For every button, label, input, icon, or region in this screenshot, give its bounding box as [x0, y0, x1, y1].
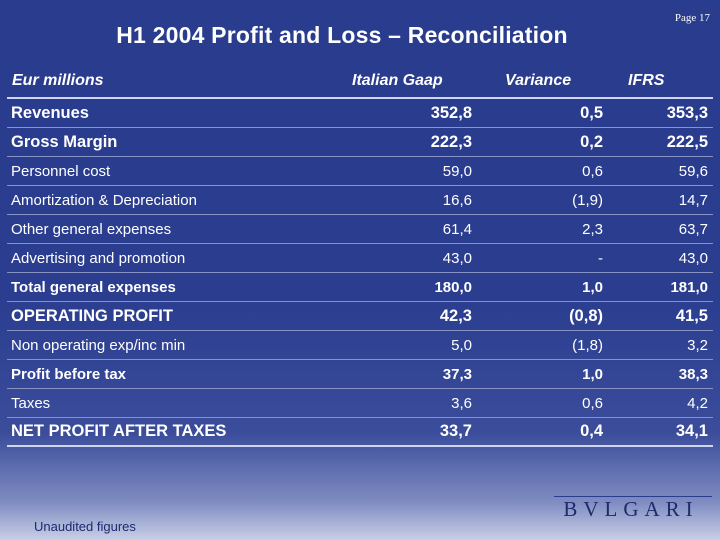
italian-gaap-value: 16,6: [442, 191, 472, 209]
table-row: Amortization & Depreciation 16,6 (1,9) 1…: [7, 186, 713, 215]
row-label: Profit before tax: [11, 365, 127, 383]
italian-gaap-value: 59,0: [442, 162, 472, 180]
ifrs-value: 34,1: [675, 422, 708, 440]
row-label: Other general expenses: [11, 220, 172, 238]
ifrs-value: 353,3: [666, 103, 708, 122]
variance-value: 0,5: [580, 103, 603, 122]
ifrs-value: 4,2: [687, 394, 708, 412]
ifrs-value: 181,0: [670, 278, 708, 296]
variance-value: -: [598, 249, 603, 267]
table-row: Non operating exp/inc min 5,0 (1,8) 3,2: [7, 331, 713, 360]
variance-value: 1,0: [582, 278, 603, 296]
column-header-italian-gaap: Italian Gaap: [352, 72, 443, 89]
italian-gaap-value: 3,6: [451, 394, 472, 412]
reconciliation-table: Revenues 352,8 0,5 353,3 Gross Margin 22…: [7, 97, 713, 447]
variance-value: 0,2: [580, 132, 603, 151]
row-label: Personnel cost: [11, 162, 111, 180]
italian-gaap-value: 352,8: [430, 103, 472, 122]
variance-value: (1,8): [572, 336, 603, 354]
ifrs-value: 41,5: [675, 306, 708, 325]
row-label: Total general expenses: [11, 278, 176, 296]
ifrs-value: 63,7: [678, 220, 708, 238]
table-row: Revenues 352,8 0,5 353,3: [7, 99, 713, 128]
unaudited-note: Unaudited figures: [34, 519, 136, 534]
ifrs-value: 59,6: [678, 162, 708, 180]
ifrs-value: 14,7: [678, 191, 708, 209]
title-text: H1 2004 Profit and Loss – Reconciliation: [116, 22, 568, 48]
variance-value: 0,6: [582, 162, 603, 180]
row-label: Revenues: [11, 103, 89, 122]
row-label: Advertising and promotion: [11, 249, 186, 267]
table-row: Advertising and promotion 43,0 - 43,0: [7, 244, 713, 273]
italian-gaap-value: 43,0: [442, 249, 472, 267]
column-header-label: Eur millions: [12, 72, 104, 89]
italian-gaap-value: 42,3: [439, 306, 472, 325]
row-label: Taxes: [11, 394, 51, 412]
row-label: NET PROFIT AFTER TAXES: [11, 422, 227, 440]
variance-value: (1,9): [572, 191, 603, 209]
ifrs-value: 222,5: [666, 132, 708, 151]
table-row: OPERATING PROFIT 42,3 (0,8) 41,5: [7, 302, 713, 331]
row-label: Amortization & Depreciation: [11, 191, 197, 209]
variance-value: (0,8): [569, 306, 603, 325]
variance-value: 1,0: [582, 365, 603, 383]
page-number: Page 17: [674, 12, 710, 24]
bvlgari-logo: BVLGARI: [563, 497, 699, 521]
ifrs-value: 43,0: [678, 249, 708, 267]
variance-value: 0,4: [580, 422, 603, 440]
italian-gaap-value: 33,7: [439, 422, 472, 440]
italian-gaap-value: 61,4: [442, 220, 472, 238]
table-row: Profit before tax 37,3 1,0 38,3: [7, 360, 713, 389]
table-row: NET PROFIT AFTER TAXES 33,7 0,4 34,1: [7, 418, 713, 447]
variance-value: 0,6: [582, 394, 603, 412]
variance-value: 2,3: [582, 220, 603, 238]
row-label: OPERATING PROFIT: [11, 306, 173, 325]
table-row: Personnel cost 59,0 0,6 59,6: [7, 157, 713, 186]
column-header-ifrs: IFRS: [628, 72, 665, 89]
italian-gaap-value: 5,0: [451, 336, 472, 354]
table-row: Other general expenses 61,4 2,3 63,7: [7, 215, 713, 244]
table-row: Taxes 3,6 0,6 4,2: [7, 389, 713, 418]
italian-gaap-value: 222,3: [430, 132, 472, 151]
ifrs-value: 38,3: [678, 365, 708, 383]
column-header-variance: Variance: [505, 72, 572, 89]
ifrs-value: 3,2: [687, 336, 708, 354]
row-label: Non operating exp/inc min: [11, 336, 186, 354]
italian-gaap-value: 180,0: [434, 278, 472, 296]
row-label: Gross Margin: [11, 132, 118, 151]
italian-gaap-value: 37,3: [442, 365, 472, 383]
table-row: Total general expenses 180,0 1,0 181,0: [7, 273, 713, 302]
table-row: Gross Margin 222,3 0,2 222,5: [7, 128, 713, 157]
logo-rule: [554, 496, 712, 497]
slide-title: H1 2004 Profit and Loss – Reconciliation: [0, 22, 710, 49]
